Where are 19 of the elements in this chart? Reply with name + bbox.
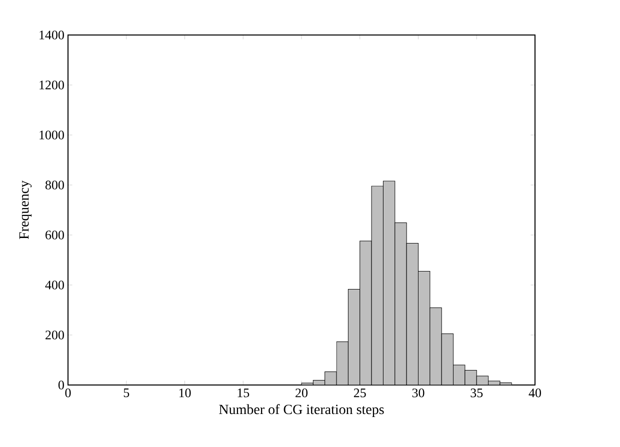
x-tick-label: 5	[124, 388, 130, 398]
y-tick-label: 200	[46, 330, 64, 340]
x-tick-label: 20	[296, 388, 308, 398]
x-tick-label: 0	[65, 388, 71, 398]
y-tick-label: 1200	[40, 80, 64, 90]
x-tick-label: 30	[412, 388, 424, 398]
y-tick-label: 1400	[40, 30, 64, 40]
x-tick-label: 35	[470, 388, 483, 398]
x-tick-label: 25	[354, 388, 366, 398]
x-axis-title: Number of CG iteration steps	[219, 404, 384, 418]
x-tick-label: 40	[528, 388, 542, 398]
x-tick-label: 15	[238, 388, 250, 398]
y-tick-label: 800	[45, 180, 64, 190]
y-tick-label: 0	[58, 380, 64, 390]
y-tick-label: 600	[46, 230, 64, 240]
y-axis-title: Frequency	[19, 180, 32, 240]
y-tick-label: 1000	[40, 130, 64, 140]
x-tick-label: 10	[179, 388, 191, 398]
y-tick-label: 400	[45, 280, 64, 290]
